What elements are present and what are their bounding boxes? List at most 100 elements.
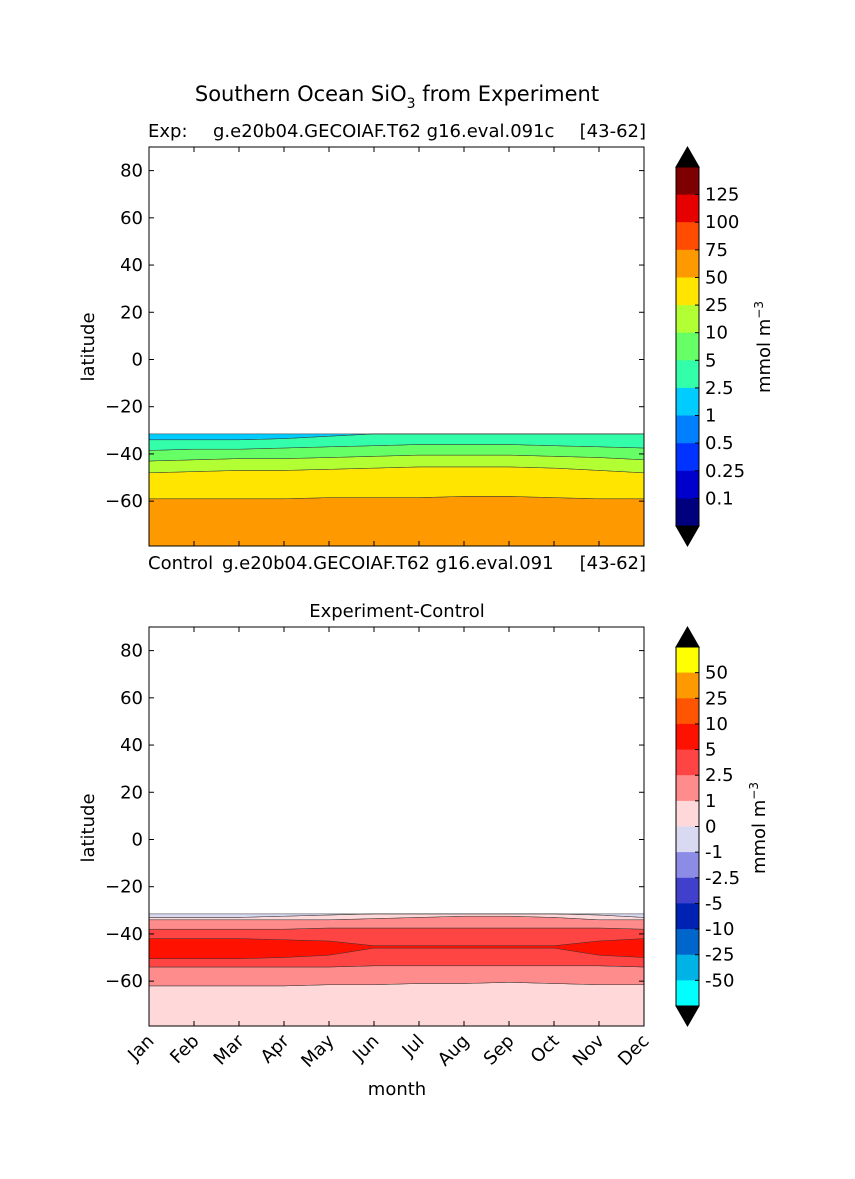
colorbar-tick-label: 2.5 <box>705 378 734 399</box>
colorbar-swatch <box>676 194 699 223</box>
x-tick-label: Nov <box>569 1030 609 1070</box>
x-tick-label: Oct <box>527 1031 564 1068</box>
y-tick-label: 80 <box>120 641 143 662</box>
colorbar-tick-label: -1 <box>705 842 723 863</box>
colorbar-tick-label: 1 <box>705 406 716 427</box>
y-tick-label: 20 <box>120 302 143 323</box>
colorbar-tick-label: 0.25 <box>705 461 745 482</box>
contour-band <box>148 433 644 441</box>
bottom-subtitle: Experiment-Control <box>309 601 485 622</box>
colorbar-swatch <box>676 852 699 879</box>
colorbar-swatch <box>676 222 699 251</box>
bottom-y-axis: 80 60 40 20 0 −20 −40 −60 <box>105 641 644 992</box>
colorbar-swatch <box>676 387 699 416</box>
top-footer-left: Control <box>148 553 213 574</box>
contour-band <box>148 965 645 987</box>
colorbar-tick-label: 10 <box>705 323 728 344</box>
colorbar-swatch <box>676 980 699 1007</box>
y-tick-label: −20 <box>105 397 143 418</box>
y-tick-label: −60 <box>105 491 143 512</box>
colorbar-tick-label: 0.1 <box>705 488 734 509</box>
contour-band <box>148 496 645 547</box>
y-tick-label: 20 <box>120 782 143 803</box>
colorbar-tick-label: 0.5 <box>705 433 734 454</box>
colorbar-swatch <box>676 672 699 699</box>
colorbar-tick-label: 0 <box>705 817 716 838</box>
top-panel: Exp: g.e20b04.GECOIAF.T62 g16.eval.091c … <box>78 121 775 574</box>
colorbar-swatch <box>676 647 699 674</box>
top-colorbar: 125 100 75 50 25 10 5 2.5 1 0.5 0.25 0.1 <box>675 145 745 548</box>
top-footer-right: [43-62] <box>580 553 646 574</box>
colorbar-frame <box>675 166 700 527</box>
top-subtitle-left: Exp: <box>148 121 188 142</box>
x-tick-label: Dec <box>614 1031 653 1070</box>
x-tick-label: Apr <box>257 1030 294 1067</box>
colorbar-tick-label: 125 <box>705 185 739 206</box>
colorbar-tick-label: 10 <box>705 714 728 735</box>
colorbar-swatch <box>676 800 699 827</box>
colorbar-tick-label: -50 <box>705 970 734 991</box>
bottom-panel: Experiment-Control 80 60 40 20 0 −20 −40 −60 Ja… <box>78 601 770 1100</box>
x-tick-label: Mar <box>210 1030 249 1069</box>
x-tick-label: Sep <box>480 1031 519 1070</box>
y-tick-label: 40 <box>120 735 143 756</box>
colorbar-swatch <box>676 332 699 361</box>
colorbar-swatch <box>676 903 699 930</box>
y-tick-label: 0 <box>132 349 143 370</box>
colorbar-extend-max <box>675 625 700 648</box>
colorbar-swatch <box>676 775 699 802</box>
top-colorbar-label: mmol m−3 <box>752 301 775 393</box>
colorbar-tick-label: 50 <box>705 663 728 684</box>
colorbar-tick-label: -25 <box>705 945 734 966</box>
y-tick-label: 40 <box>120 255 143 276</box>
colorbar-swatch <box>676 698 699 725</box>
x-tick-label: Jul <box>398 1031 429 1062</box>
y-tick-label: −40 <box>105 444 143 465</box>
x-tick-label: May <box>297 1030 338 1071</box>
colorbar-tick-label: 75 <box>705 240 728 261</box>
bottom-plot-area <box>148 913 645 1027</box>
y-tick-label: 60 <box>120 208 143 229</box>
colorbar-tick-label: 100 <box>705 212 739 233</box>
x-tick-label: Jun <box>348 1031 383 1066</box>
top-subtitle-right: [43-62] <box>580 121 646 142</box>
top-footer-center: g.e20b04.GECOIAF.T62 g16.eval.091 <box>222 553 554 574</box>
bottom-plot-frame <box>148 626 645 1027</box>
y-tick-label: 0 <box>132 829 143 850</box>
colorbar-tick-label: 25 <box>705 295 728 316</box>
colorbar-tick-label: -2.5 <box>705 868 740 889</box>
x-tick-label: Jan <box>123 1031 158 1066</box>
colorbar-extend-min <box>675 1005 700 1028</box>
colorbar-tick-label: 50 <box>705 267 728 288</box>
colorbar-swatch <box>676 470 699 499</box>
contour-band <box>148 982 645 1027</box>
colorbar-swatch <box>676 360 699 389</box>
figure-title: Southern Ocean SiO3 from Experiment <box>195 82 599 112</box>
colorbar-extend-max <box>675 145 700 168</box>
x-tick-label: Aug <box>434 1031 474 1071</box>
colorbar-swatch <box>676 826 699 853</box>
top-y-axis: 80 60 40 20 0 −20 −40 −60 <box>105 147 645 546</box>
contour-band <box>148 466 645 500</box>
colorbar-swatch <box>676 877 699 904</box>
y-tick-label: 80 <box>120 161 143 182</box>
top-subtitle-center: g.e20b04.GECOIAF.T62 g16.eval.091c <box>213 121 554 142</box>
colorbar-tick-label: 25 <box>705 688 728 709</box>
y-tick-label: −40 <box>105 924 143 945</box>
colorbar-swatch <box>676 749 699 776</box>
colorbar-tick-label: -5 <box>705 893 723 914</box>
colorbar-tick-label: 2.5 <box>705 765 734 786</box>
colorbar-swatch <box>676 723 699 750</box>
colorbar-swatch <box>676 929 699 956</box>
bottom-x-axis-label: month <box>368 1079 426 1100</box>
colorbar-swatch <box>676 954 699 981</box>
y-tick-label: 60 <box>120 688 143 709</box>
x-tick-label: Feb <box>166 1031 203 1068</box>
colorbar-swatch <box>676 305 699 334</box>
top-plot-area <box>148 433 645 547</box>
colorbar-swatch <box>676 443 699 472</box>
colorbar-swatch <box>676 498 699 527</box>
top-y-axis-label: latitude <box>78 312 99 381</box>
